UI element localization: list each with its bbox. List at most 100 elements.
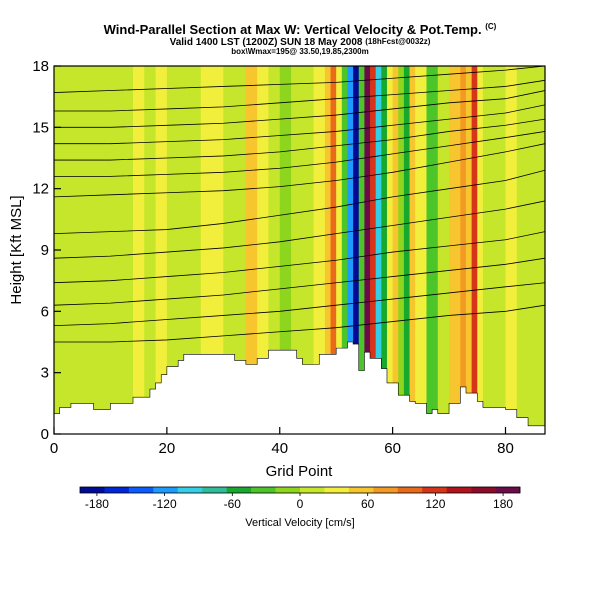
velocity-column	[245, 66, 258, 434]
colorbar-segment	[348, 487, 374, 493]
colorbar-tick-label: 0	[297, 497, 304, 511]
y-tick-label: 18	[32, 58, 49, 75]
velocity-column	[133, 66, 145, 434]
isentrope-line	[54, 79, 545, 112]
colorbar-tick-label: 60	[361, 497, 375, 511]
velocity-column	[223, 66, 236, 434]
velocity-column	[65, 66, 78, 434]
velocity-column	[279, 66, 292, 434]
velocity-column	[234, 66, 247, 434]
velocity-column	[477, 66, 484, 434]
colorbar-tick-label: -120	[153, 497, 177, 511]
velocity-column	[110, 66, 123, 434]
isentrope-line	[54, 90, 545, 128]
isentrope-line	[54, 231, 545, 284]
y-tick-label: 0	[41, 426, 49, 443]
velocity-column	[426, 66, 439, 434]
y-axis-title: Height [Kft MSL]	[8, 195, 25, 304]
velocity-column	[268, 66, 281, 434]
isentrope-line	[54, 200, 545, 259]
isentrope-line	[54, 66, 545, 93]
terrain-shape	[54, 341, 545, 434]
colorbar-segment	[153, 487, 179, 493]
velocity-column	[212, 66, 224, 434]
velocity-column	[347, 66, 354, 434]
velocity-column	[330, 66, 337, 434]
velocity-column	[302, 66, 315, 434]
subtitle-forecast-note: (18hFcst@0032z)	[365, 37, 431, 46]
chart-subtitle-valid: Valid 1400 LST (1200Z) SUN 18 May 2008 (…	[169, 37, 431, 48]
velocity-column	[415, 66, 428, 434]
velocity-field	[54, 66, 545, 434]
x-axis-title: Grid Point	[266, 463, 334, 480]
colorbar-segment	[128, 487, 154, 493]
velocity-column	[313, 66, 326, 434]
colorbar: -180 -120 -60 0 60 120 180	[79, 486, 521, 511]
isentrope-contours	[54, 66, 545, 343]
velocity-column	[155, 66, 168, 434]
colorbar-segment	[471, 487, 496, 493]
velocity-column	[291, 66, 303, 434]
terrain-mask	[54, 341, 545, 434]
velocity-column	[386, 66, 394, 434]
velocity-column	[341, 66, 349, 434]
colorbar-tick-label: 180	[493, 497, 513, 511]
chart-subtitle-box: box\Wmax=195@ 33.50,19.85,2300m	[231, 47, 369, 56]
velocity-column	[121, 66, 134, 434]
isentrope-line	[54, 118, 545, 161]
velocity-column	[539, 66, 545, 434]
velocity-column	[460, 66, 467, 434]
x-tick-label: 80	[497, 440, 514, 457]
velocity-column	[528, 66, 540, 434]
colorbar-tick-label: -60	[224, 497, 242, 511]
y-tick-label: 9	[41, 242, 49, 259]
colorbar-segment	[446, 487, 472, 493]
colorbar-segment	[226, 487, 252, 493]
colorbar-segment	[300, 487, 325, 493]
title-corner-note: (C)	[485, 22, 497, 31]
colorbar-segment	[373, 487, 399, 493]
velocity-column	[449, 66, 461, 434]
velocity-column	[375, 66, 382, 434]
velocity-column	[364, 66, 371, 434]
velocity-column	[403, 66, 411, 434]
isentrope-line	[54, 169, 545, 235]
isentrope-line	[54, 143, 545, 198]
colorbar-segment	[80, 487, 105, 493]
chart-title: Wind-Parallel Section at Max W: Vertical…	[103, 22, 497, 37]
colorbar-segment	[275, 487, 301, 493]
x-tick-label: 0	[50, 440, 58, 457]
y-tick-label: 6	[41, 303, 49, 320]
colorbar-segment	[397, 487, 423, 493]
y-tick-label: 15	[32, 119, 49, 136]
isentrope-line	[54, 257, 545, 306]
colorbar-segment	[495, 487, 521, 493]
velocity-column	[76, 66, 89, 434]
isentrope-line	[54, 282, 545, 327]
velocity-column	[437, 66, 450, 434]
velocity-column	[471, 66, 478, 434]
colorbar-segment	[251, 487, 276, 493]
x-tick-label: 40	[271, 440, 288, 457]
colorbar-tick-label: 120	[425, 497, 445, 511]
velocity-column	[505, 66, 518, 434]
velocity-column	[166, 66, 179, 434]
colorbar-segment	[177, 487, 203, 493]
velocity-column	[516, 66, 529, 434]
x-axis: 0 20 40 60 80	[50, 427, 514, 457]
x-tick-label: 60	[384, 440, 401, 457]
velocity-column	[324, 66, 332, 434]
colorbar-title: Vertical Velocity [cm/s]	[245, 517, 354, 529]
velocity-column	[398, 66, 405, 434]
velocity-column	[482, 66, 495, 434]
velocity-column	[392, 66, 399, 434]
colorbar-tick-label: -180	[85, 497, 109, 511]
velocity-column	[87, 66, 100, 434]
velocity-column	[144, 66, 157, 434]
colorbar-segment	[422, 487, 447, 493]
isentrope-line	[54, 131, 545, 177]
velocity-column	[494, 66, 507, 434]
velocity-column	[257, 66, 270, 434]
velocity-column	[358, 66, 366, 434]
